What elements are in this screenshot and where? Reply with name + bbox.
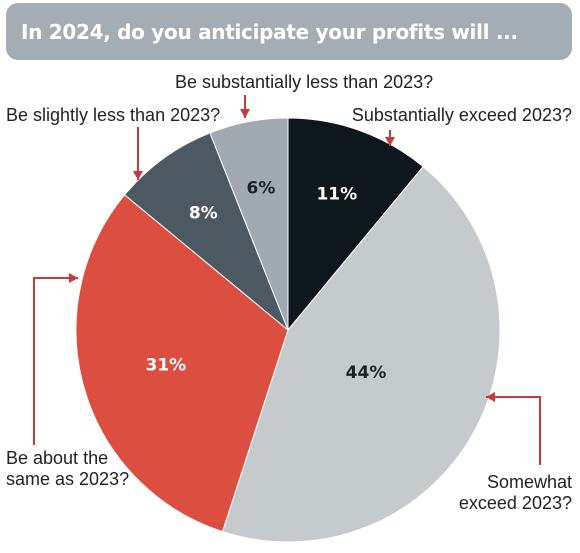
category-label-be-slightly-less-than-2023: Be slightly less than 2023?: [6, 105, 220, 125]
callout-arrowhead-be-about-the-same-as-2023: [69, 273, 78, 283]
category-label-somewhat-exceed-2023: Somewhat exceed 2023?: [459, 472, 572, 513]
callout-arrowhead-substantially-exceed-2023: [385, 137, 395, 146]
pie-slice-somewhat-exceed-2023: [221, 165, 501, 543]
pie-slice-be-about-the-same-as-2023: [75, 194, 289, 533]
pct-label-substantially-exceed-2023: 11%: [316, 184, 357, 204]
category-label-substantially-exceed-2023: Substantially exceed 2023?: [352, 105, 572, 125]
callout-line-somewhat-exceed-2023: [486, 396, 541, 465]
pct-label-be-about-the-same-as-2023: 31%: [145, 355, 186, 375]
pie-slice-substantially-exceed-2023: [287, 117, 424, 332]
callout-arrowhead-be-substantially-less-than-2023: [240, 109, 250, 118]
title-bar: In 2024, do you anticipate your profits …: [6, 3, 572, 60]
pct-label-somewhat-exceed-2023: 44%: [346, 363, 387, 383]
category-label-be-about-the-same-as-2023: Be about the same as 2023?: [6, 448, 129, 489]
pie-slice-be-substantially-less-than-2023: [209, 117, 289, 331]
callout-arrowhead-be-slightly-less-than-2023: [133, 171, 143, 180]
pct-label-be-substantially-less-than-2023: 6%: [247, 178, 276, 198]
callout-arrowhead-somewhat-exceed-2023: [486, 392, 495, 402]
callout-line-be-about-the-same-as-2023: [33, 277, 78, 445]
pct-label-be-slightly-less-than-2023: 8%: [189, 203, 218, 223]
category-label-be-substantially-less-than-2023: Be substantially less than 2023?: [175, 72, 433, 92]
chart-title: In 2024, do you anticipate your profits …: [21, 19, 518, 44]
pie-slice-be-slightly-less-than-2023: [123, 132, 289, 331]
